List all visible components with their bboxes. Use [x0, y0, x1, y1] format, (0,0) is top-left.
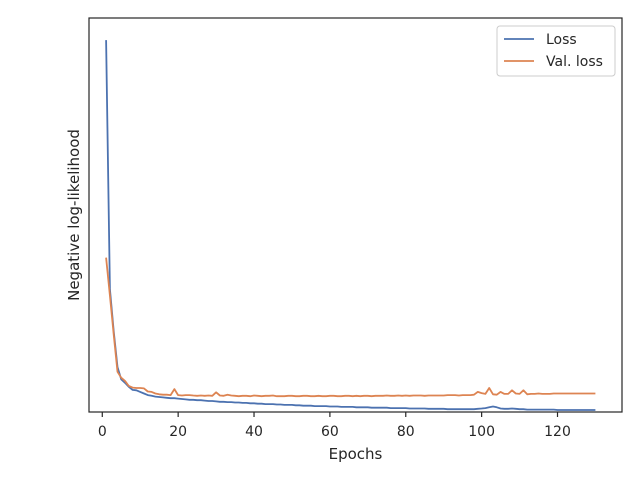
- series-line-loss: [105, 40, 596, 411]
- x-tick-label-40: 40: [245, 424, 263, 440]
- legend-label-val-loss: Val. loss: [546, 54, 603, 70]
- series-layer: [105, 40, 596, 411]
- x-axis: 0 20 40 60 80 100 120: [98, 412, 571, 440]
- legend-label-loss: Loss: [546, 32, 577, 48]
- x-tick-label-100: 100: [468, 424, 495, 440]
- x-tick-label-0: 0: [98, 424, 107, 440]
- x-tick-label-20: 20: [169, 424, 187, 440]
- x-tick-label-80: 80: [397, 424, 415, 440]
- plot-frame: [88, 17, 623, 413]
- x-tick-label-60: 60: [321, 424, 339, 440]
- x-tick-label-120: 120: [544, 424, 571, 440]
- legend: Loss Val. loss: [496, 25, 616, 77]
- series-line-val-loss: [105, 257, 596, 398]
- x-axis-label: Epochs: [329, 445, 383, 463]
- plot-background: [89, 18, 622, 412]
- y-axis-label: Negative log-likelihood: [65, 129, 83, 301]
